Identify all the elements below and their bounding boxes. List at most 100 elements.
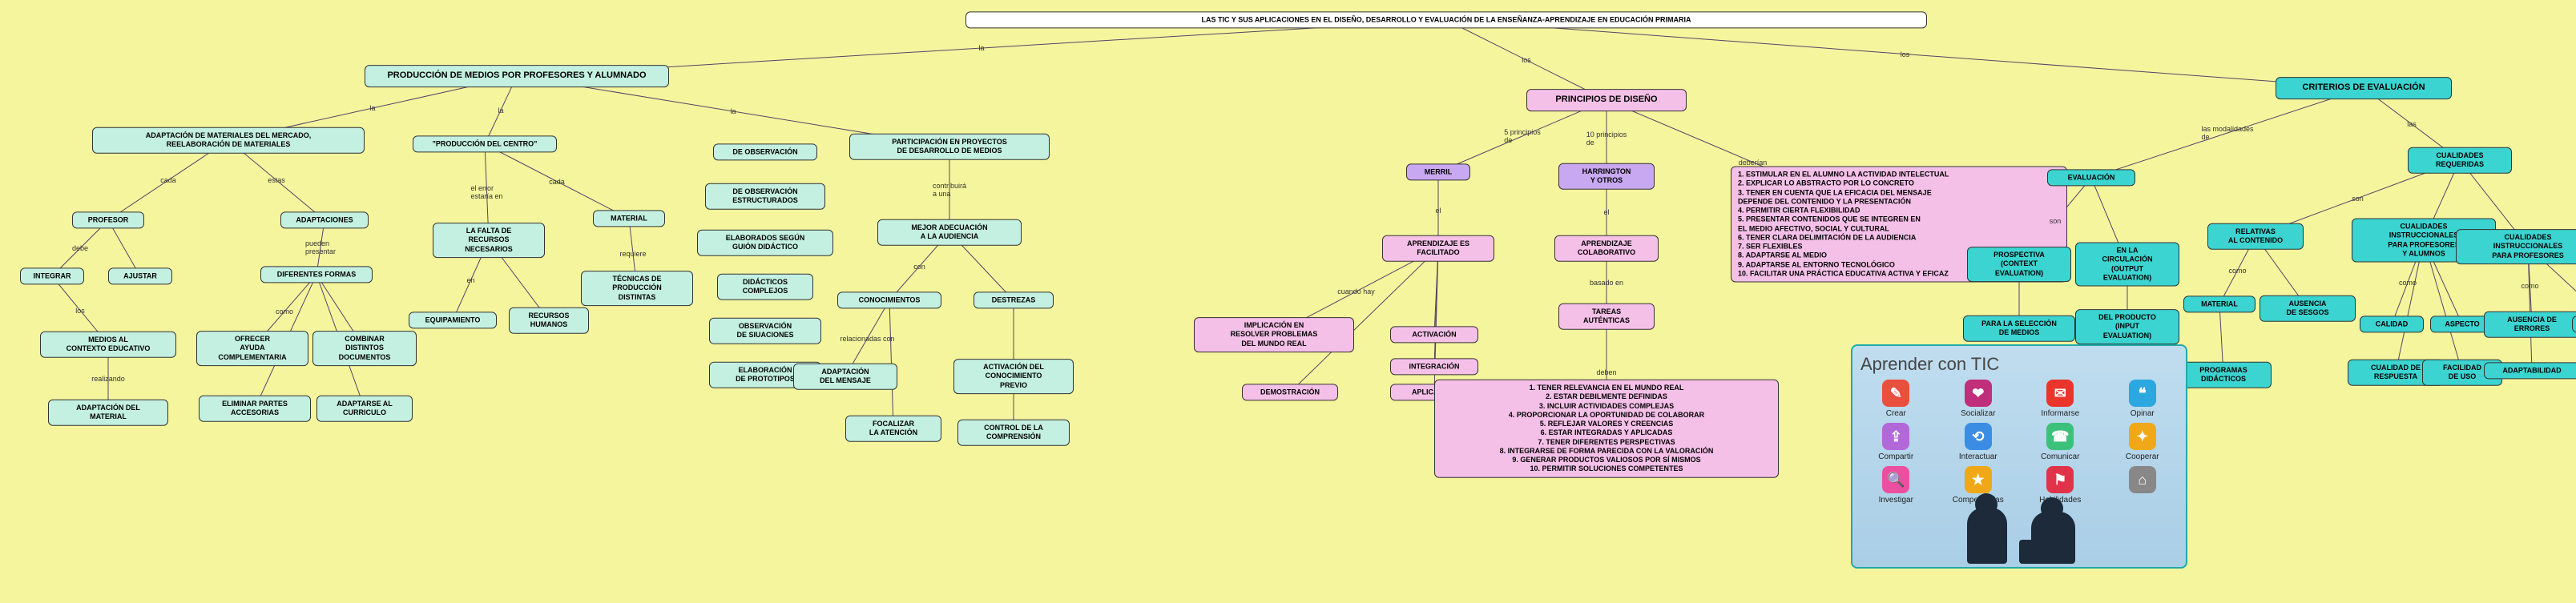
edge-label: realizando [91, 375, 125, 383]
edge-label: la [978, 44, 984, 52]
node-ctrl: CONTROL DE LACOMPRENSIÓN [957, 420, 1070, 446]
node-adapts: ADAPTACIONES [280, 211, 369, 228]
node-comb: COMBINARDISTINTOSDOCUMENTOS [312, 331, 417, 366]
node-mater: MATERIAL [2183, 295, 2256, 312]
node-elab: ELABORADOS SEGÚNGUIÓN DIDÁCTICO [697, 230, 833, 256]
node-prof: PROFESOR [72, 211, 144, 228]
app-icon: ✎Crear [1860, 380, 1932, 418]
app-icon: ⇪Compartir [1860, 423, 1932, 461]
node-obsit: OBSERVACIÓNDE SIUACIONES [709, 318, 821, 344]
edge-label: el errorestaría en [470, 184, 502, 200]
edge-label: las [2407, 120, 2417, 128]
edge-label: cada [549, 178, 565, 186]
app-icon: ❝Opinar [2107, 380, 2179, 418]
node-obse: DE OBSERVACIÓNESTRUCTURADOS [705, 183, 825, 210]
silhouette [1951, 492, 2087, 564]
app-icon: ✦Cooperar [2107, 423, 2179, 461]
edge-label: contribuiráa una [933, 182, 966, 198]
edge-label: como [276, 308, 293, 316]
node-selec: PARA LA SELECCIÓNDE MEDIOS [1963, 316, 2075, 342]
node-progd: PROGRAMASDIDÁCTICOS [2175, 362, 2272, 388]
node-conoc: CONOCIMIENTOS [837, 291, 941, 308]
node-int2: INTEGRACIÓN [1390, 358, 1478, 375]
node-cualp: CUALIDADESINSTRUCCIONALESPARA PROFESORES [2456, 229, 2576, 264]
node-adaptc: ADAPTARSE ALCURRICULO [316, 396, 413, 422]
edge-label: deben [1596, 368, 1616, 376]
node-tecn: TÉCNICAS DEPRODUCCIÓNDISTINTAS [581, 271, 693, 306]
card-title: Aprender con TIC [1860, 354, 2178, 375]
node-impl: IMPLICACIÓN ENRESOLVER PROBLEMASDEL MUND… [1194, 317, 1354, 352]
edge-label: las modalidadesde [2201, 125, 2253, 141]
app-icon: ⌂ [2107, 466, 2179, 505]
edge-label: cada [160, 176, 176, 184]
edge-label: con [913, 263, 925, 271]
edge-label: el [1435, 207, 1441, 215]
node-apcol: APRENDIZAJECOLABORATIVO [1554, 235, 1659, 262]
node-cal: CALIDAD [2360, 316, 2424, 332]
node-cualreq: CUALIDADESREQUERIDAS [2408, 147, 2512, 174]
node-act2: ACTIVACIÓN [1390, 326, 1478, 343]
node-prod2: DEL PRODUCTO(INPUTEVALUATION) [2075, 309, 2179, 344]
node-adaptmat: ADAPTACIÓN DELMATERIAL [48, 400, 168, 426]
node-equip: EQUIPAMIENTO [409, 312, 497, 328]
node-mat: MATERIAL [593, 210, 665, 227]
edge-label: estas [268, 176, 285, 184]
node-ause: AUSENCIA DEERRORES [2484, 312, 2576, 338]
card-icons: ✎Crear❤Socializar✉Informarse❝Opinar⇪Comp… [1860, 380, 2178, 505]
node-princ: PRINCIPIOS DE DISEÑO [1526, 89, 1687, 111]
node-auses: AUSENCIADE SESGOS [2260, 295, 2356, 322]
node-merril: MERRIL [1406, 163, 1470, 180]
node-elim: ELIMINAR PARTESACCESORIAS [199, 396, 311, 422]
aprender-tic-card: Aprender con TIC ✎Crear❤Socializar✉Infor… [1851, 344, 2187, 569]
node-integ: INTEGRAR [20, 267, 84, 284]
node-diff: DIFERENTES FORMAS [260, 266, 373, 283]
edge-label: los [1522, 56, 1531, 64]
node-mejor: MEJOR ADECUACIÓNA LA AUDIENCIA [877, 219, 1022, 246]
edge-label: 10 principiosde [1586, 131, 1627, 147]
node-apfac: APRENDIZAJE ESFACILITADO [1382, 235, 1494, 262]
node-rrhh: RECURSOSHUMANOS [509, 308, 589, 334]
node-activ: ACTIVACIÓN DELCONOCIMIENTOPREVIO [953, 359, 1074, 394]
edge-label: en [466, 276, 474, 284]
node-adapt: ADAPTACIÓN DE MATERIALES DEL MERCADO,REE… [92, 127, 365, 154]
node-ajust: AJUSTAR [108, 267, 172, 284]
node-relcont: RELATIVASAL CONTENIDO [2207, 223, 2304, 250]
edge-label: cuando hay [1337, 287, 1375, 295]
node-prod: PRODUCCIÓN DE MEDIOS POR PROFESORES Y AL… [365, 65, 669, 87]
node-tareas: TAREASAUTÉNTICAS [1558, 304, 1655, 330]
app-icon: ☎Comunicar [2025, 423, 2096, 461]
node-prosp: PROSPECTIVA(CONTEXTEVALUATION) [1967, 247, 2071, 282]
node-pcentro: "PRODUCCIÓN DEL CENTRO" [413, 135, 557, 152]
edge-label: son [2352, 195, 2364, 203]
node-falta: LA FALTA DERECURSOSNECESARIOS [433, 223, 545, 258]
node-ofrecer: OFRECERAYUDACOMPLEMENTARIA [196, 331, 308, 366]
app-icon: 🔍Investigar [1860, 466, 1932, 505]
node-root: LAS TIC Y SUS APLICACIONES EN EL DISEÑO,… [965, 11, 1927, 28]
edge-label: los [75, 307, 85, 315]
node-col: 1. TENER RELEVANCIA EN EL MUNDO REAL2. E… [1434, 380, 1779, 478]
edge-label: como [2399, 279, 2417, 287]
edge-label: la [498, 107, 503, 115]
edge-label: como [2228, 267, 2246, 275]
edge-label: los [1901, 50, 1910, 58]
node-crit: CRITERIOS DE EVALUACIÓN [2276, 77, 2452, 99]
edge-label: como [2521, 282, 2538, 290]
edge-label: el [1603, 208, 1609, 216]
edge-label: son [2050, 217, 2062, 225]
edge-label: relacionadas con [840, 335, 894, 343]
node-dest: DESTREZAS [974, 291, 1054, 308]
edge-label: deberían [1739, 159, 1768, 167]
edge-label: la [730, 107, 736, 115]
edge-label: requiere [619, 250, 646, 258]
edge-label: puedenpresentar [305, 239, 336, 255]
node-obs: DE OBSERVACIÓN [713, 143, 817, 160]
app-icon: ⟲Interactuar [1943, 423, 2014, 461]
edge-label: debe [72, 244, 88, 252]
node-part: PARTICIPACIÓN EN PROYECTOSDE DESARROLLO … [849, 134, 1050, 160]
node-adapt2: ADAPTABILIDAD [2484, 362, 2576, 379]
node-focal: FOCALIZARLA ATENCIÓN [845, 416, 941, 442]
node-dur: DURABILIDAD [2572, 316, 2576, 332]
edge-label: basado en [1590, 279, 1623, 287]
node-demo: DEMOSTRACIÓN [1242, 384, 1338, 400]
node-did: DIDÁCTICOSCOMPLEJOS [717, 274, 813, 300]
